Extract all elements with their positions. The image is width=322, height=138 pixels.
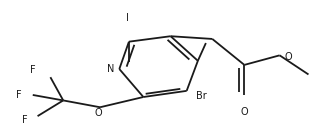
Text: I: I xyxy=(126,13,129,23)
Text: F: F xyxy=(15,90,21,100)
Text: O: O xyxy=(241,107,248,117)
Text: F: F xyxy=(22,115,28,125)
Text: N: N xyxy=(107,64,115,74)
Text: O: O xyxy=(95,108,102,118)
Text: F: F xyxy=(30,65,35,75)
Text: Br: Br xyxy=(196,91,207,101)
Text: O: O xyxy=(284,52,292,62)
